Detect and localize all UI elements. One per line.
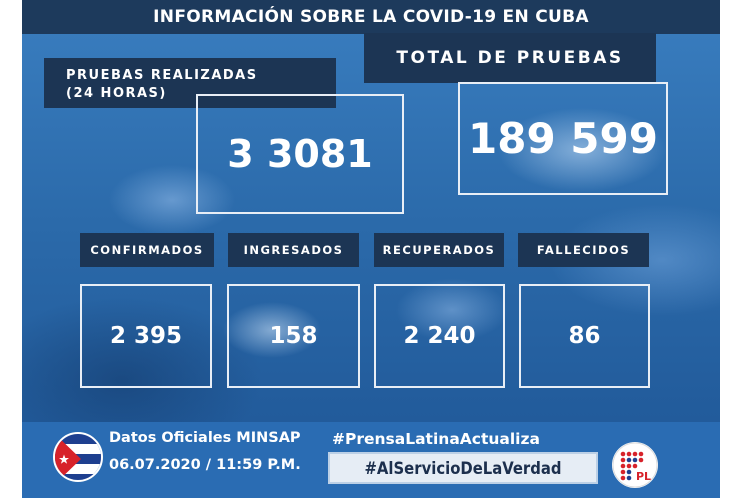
page-title: INFORMACIÓN SOBRE LA COVID-19 EN CUBA [22,0,720,34]
tests-total-label: TOTAL DE PRUEBAS [364,33,656,83]
hashtag-al-servicio: #AlServicioDeLaVerdad [328,452,598,484]
confirmed-value: 2 395 [80,284,212,388]
data-source-text: Datos Oficiales MINSAP [109,430,301,446]
recovered-label: RECUPERADOS [374,233,504,267]
tests-total-value: 189 599 [458,82,668,195]
deceased-value: 86 [519,284,650,388]
tests-24h-label: PRUEBAS REALIZADAS (24 HORAS) [44,58,336,108]
cuba-flag-icon [53,432,103,482]
tests-24h-value: 3 3081 [196,94,404,214]
pl-logo-text: PL [636,470,651,483]
deceased-label: FALLECIDOS [518,233,649,267]
tests-24h-label-line1: PRUEBAS REALIZADAS [66,68,258,83]
infographic-card: INFORMACIÓN SOBRE LA COVID-19 EN CUBA PR… [22,0,720,498]
prensa-latina-logo-icon: PL [612,442,658,488]
tests-24h-label-line2: (24 HORAS) [66,86,167,101]
admitted-value: 158 [227,284,360,388]
recovered-value: 2 240 [374,284,505,388]
admitted-label: INGRESADOS [228,233,359,267]
hashtag-prensa-latina: #PrensaLatinaActualiza [332,430,540,448]
confirmed-label: CONFIRMADOS [80,233,214,267]
datetime-text: 06.07.2020 / 11:59 P.M. [109,457,301,473]
